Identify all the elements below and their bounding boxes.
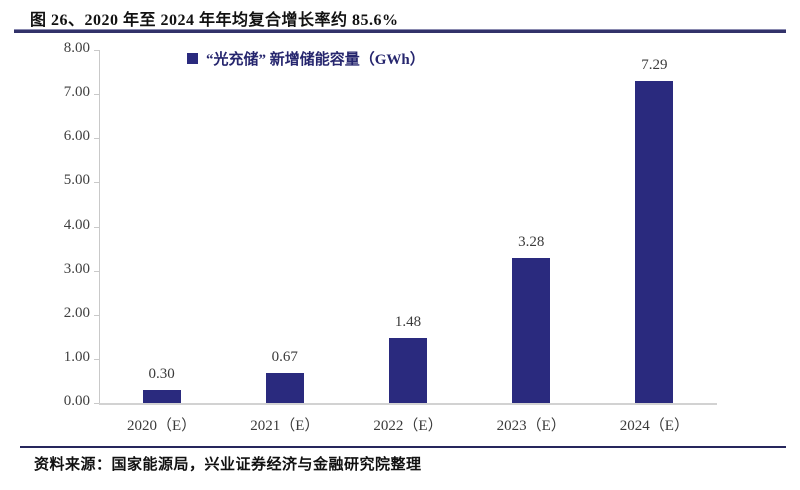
bar — [265, 373, 304, 403]
x-axis-tick-label: 2024（E） — [619, 418, 689, 434]
y-axis-tick — [94, 403, 99, 404]
y-axis-tick-label: 5.00 — [63, 172, 90, 189]
title-divider — [14, 29, 786, 33]
y-axis-tick-label: 1.00 — [63, 348, 90, 365]
bar-value-label: 1.48 — [394, 313, 422, 330]
x-axis-line — [99, 403, 717, 405]
y-axis-tick — [94, 50, 99, 51]
x-axis-tick-label: 2021（E） — [250, 418, 320, 434]
y-axis-tick — [94, 315, 99, 316]
bar-value-label: 3.28 — [518, 234, 545, 251]
figure-title: 图 26、2020 年至 2024 年年均复合增长率约 85.6% — [30, 12, 399, 29]
y-axis-tick-label: 6.00 — [63, 128, 90, 145]
bar-value-label: 0.30 — [148, 365, 175, 382]
y-axis-tick-label: 4.00 — [63, 216, 90, 233]
y-axis-tick — [94, 271, 99, 272]
bar — [512, 258, 551, 403]
bar — [389, 337, 427, 403]
bar-value-label: 7.29 — [641, 57, 668, 74]
bar — [635, 81, 674, 403]
y-axis-tick-label: 0.00 — [63, 393, 90, 409]
source-divider — [20, 446, 786, 448]
legend-square-icon — [187, 52, 198, 64]
x-axis-tick-label: 2023（E） — [496, 418, 566, 434]
y-axis-tick-label: 8.00 — [63, 40, 90, 56]
y-axis-tick-label: 7.00 — [63, 84, 90, 101]
y-axis-tick — [94, 138, 99, 139]
x-axis-tick-label: 2022（E） — [373, 418, 443, 434]
y-axis-tick — [94, 359, 99, 360]
source-note: 资料来源：国家能源局，兴业证券经济与金融研究院整理 — [34, 457, 422, 473]
y-axis-tick-label: 2.00 — [63, 304, 90, 321]
y-axis-tick — [94, 227, 99, 228]
x-axis-tick-label: 2020（E） — [127, 418, 197, 434]
legend-label: “光充储” 新增储能容量（GWh） — [206, 51, 425, 68]
y-axis-line — [99, 50, 100, 404]
y-axis-tick-label: 3.00 — [63, 260, 90, 277]
y-axis-tick — [94, 182, 99, 183]
bar — [142, 389, 181, 403]
y-axis-tick — [94, 94, 99, 95]
chart-legend: “光充储” 新增储能容量（GWh） — [187, 48, 425, 68]
bar-value-label: 0.67 — [271, 349, 298, 366]
